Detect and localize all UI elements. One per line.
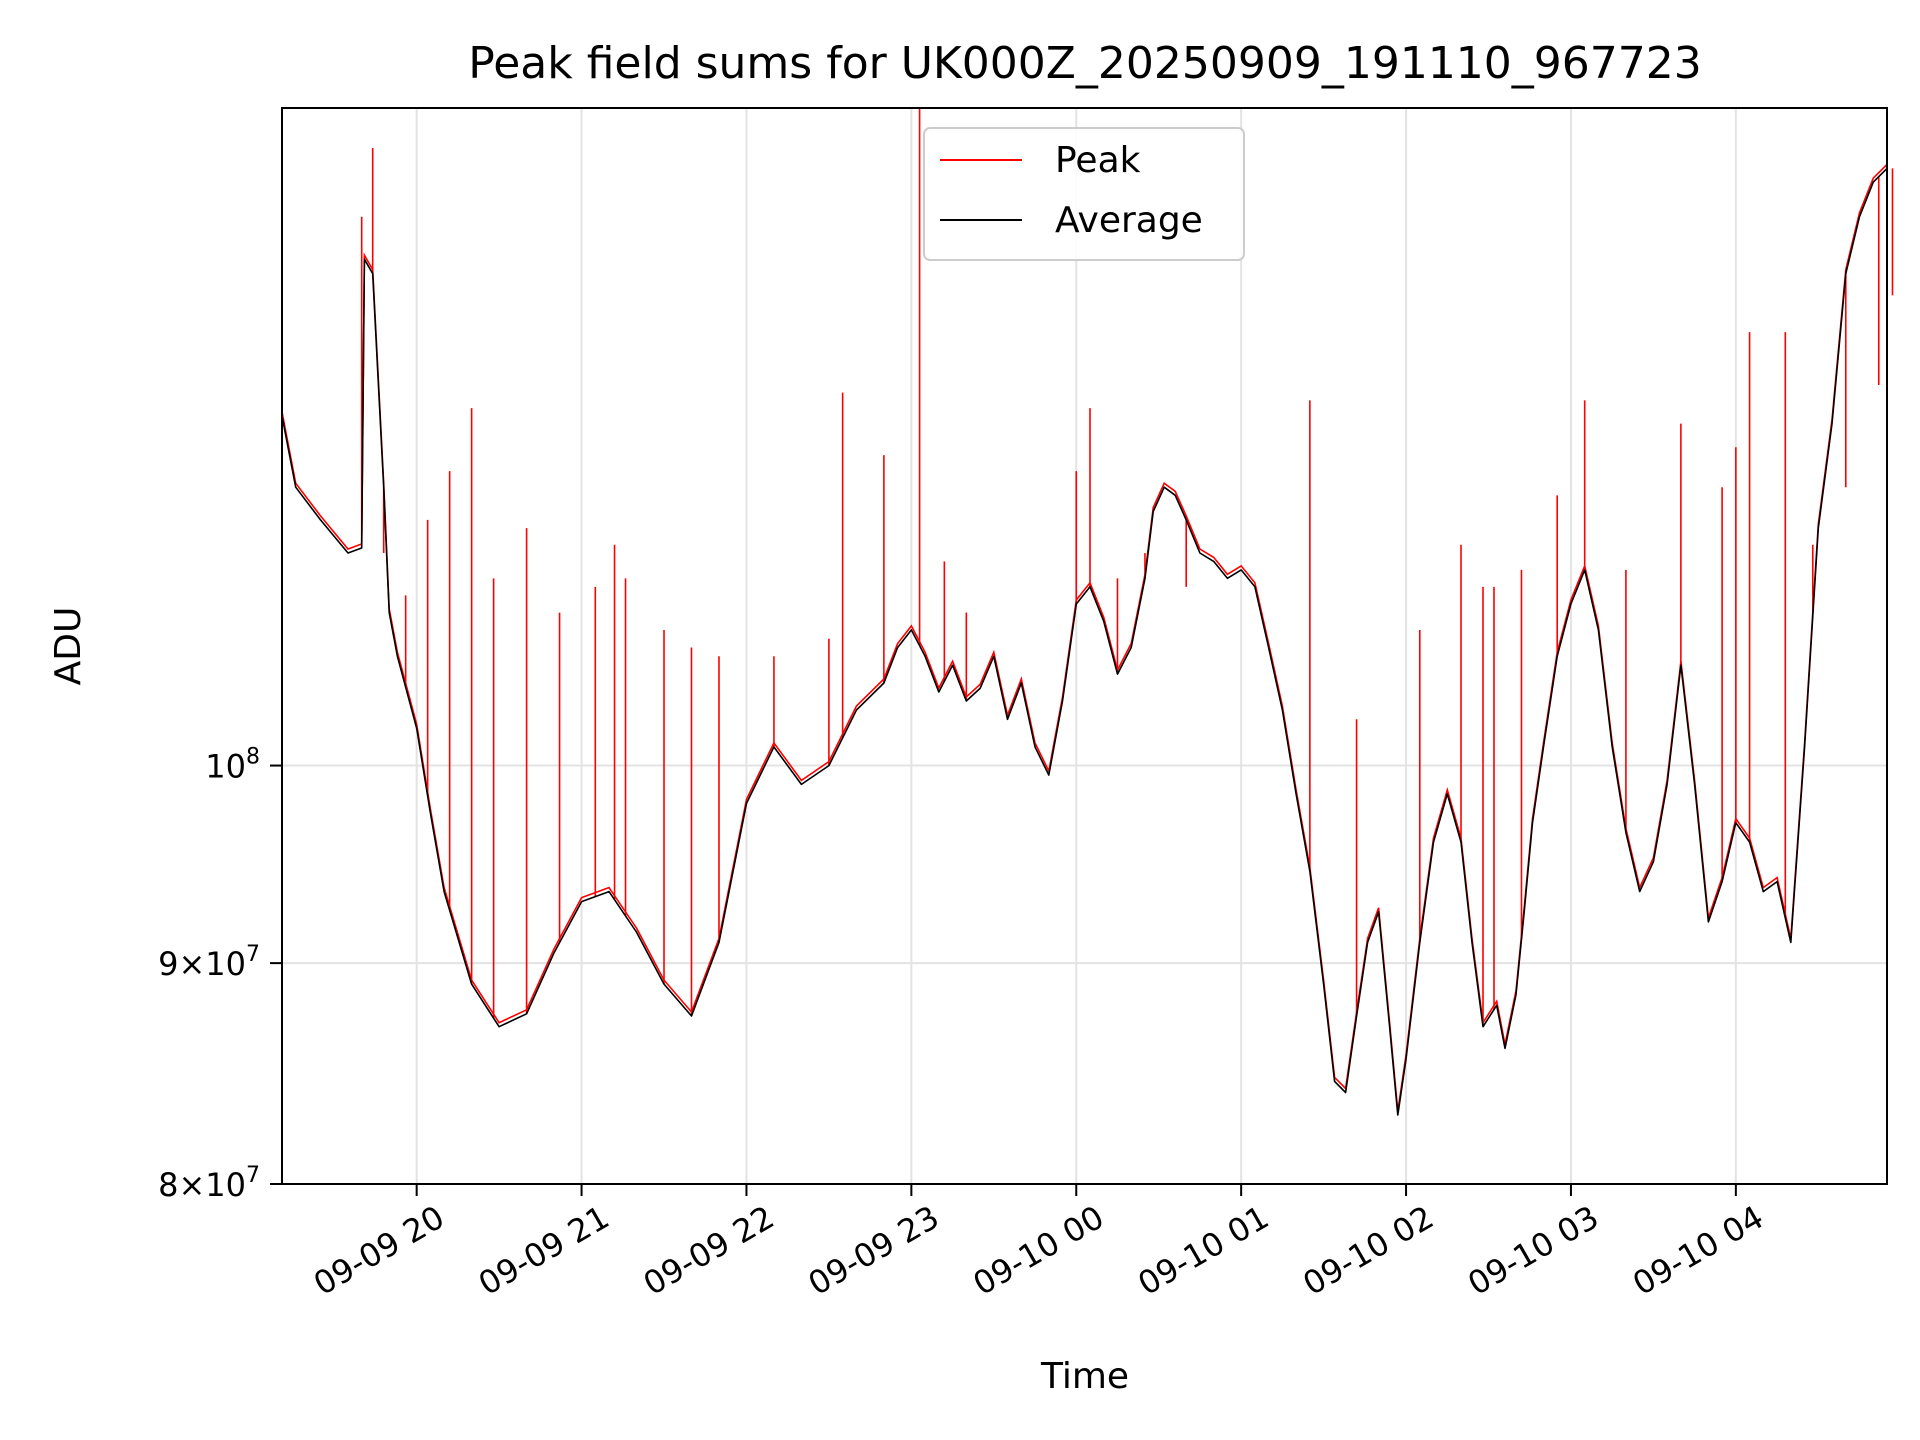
peak-series [281, 108, 1894, 1112]
legend-peak-label: Peak [1055, 140, 1141, 181]
average-series-line [281, 167, 1888, 1116]
y-axis-label: ADU [48, 607, 89, 686]
x-tick-label: 09-10 01 [1132, 1198, 1276, 1303]
y-tick-label: 108 [205, 745, 260, 786]
chart-title: Peak field sums for UK000Z_20250909_1911… [468, 38, 1702, 89]
x-tick-label: 09-09 23 [802, 1198, 946, 1303]
plot-area [281, 108, 1894, 1116]
x-tick-label: 09-10 00 [967, 1198, 1111, 1303]
grid [282, 108, 1887, 1185]
y-tick-label: 9×107 [158, 942, 260, 983]
peak-series-line [281, 163, 1888, 1112]
legend-average-label: Average [1055, 200, 1203, 241]
x-axis: 09-09 20 09-09 21 09-09 22 09-09 23 09-10 00… [307, 1184, 1770, 1303]
x-tick-label: 09-09 22 [637, 1198, 781, 1303]
y-tick-label: 8×107 [158, 1163, 260, 1204]
x-tick-label: 09-10 04 [1626, 1198, 1770, 1303]
x-tick-label: 09-10 03 [1461, 1198, 1605, 1303]
x-tick-label: 09-09 21 [472, 1198, 616, 1303]
x-tick-label: 09-09 20 [307, 1198, 451, 1303]
x-tick-label: 09-10 02 [1296, 1198, 1440, 1303]
y-axis: 8×107 9×107 108 [158, 745, 282, 1204]
x-axis-label: Time [1040, 1356, 1129, 1397]
legend: Peak Average [923, 127, 1245, 261]
plot-frame [281, 107, 1888, 1185]
